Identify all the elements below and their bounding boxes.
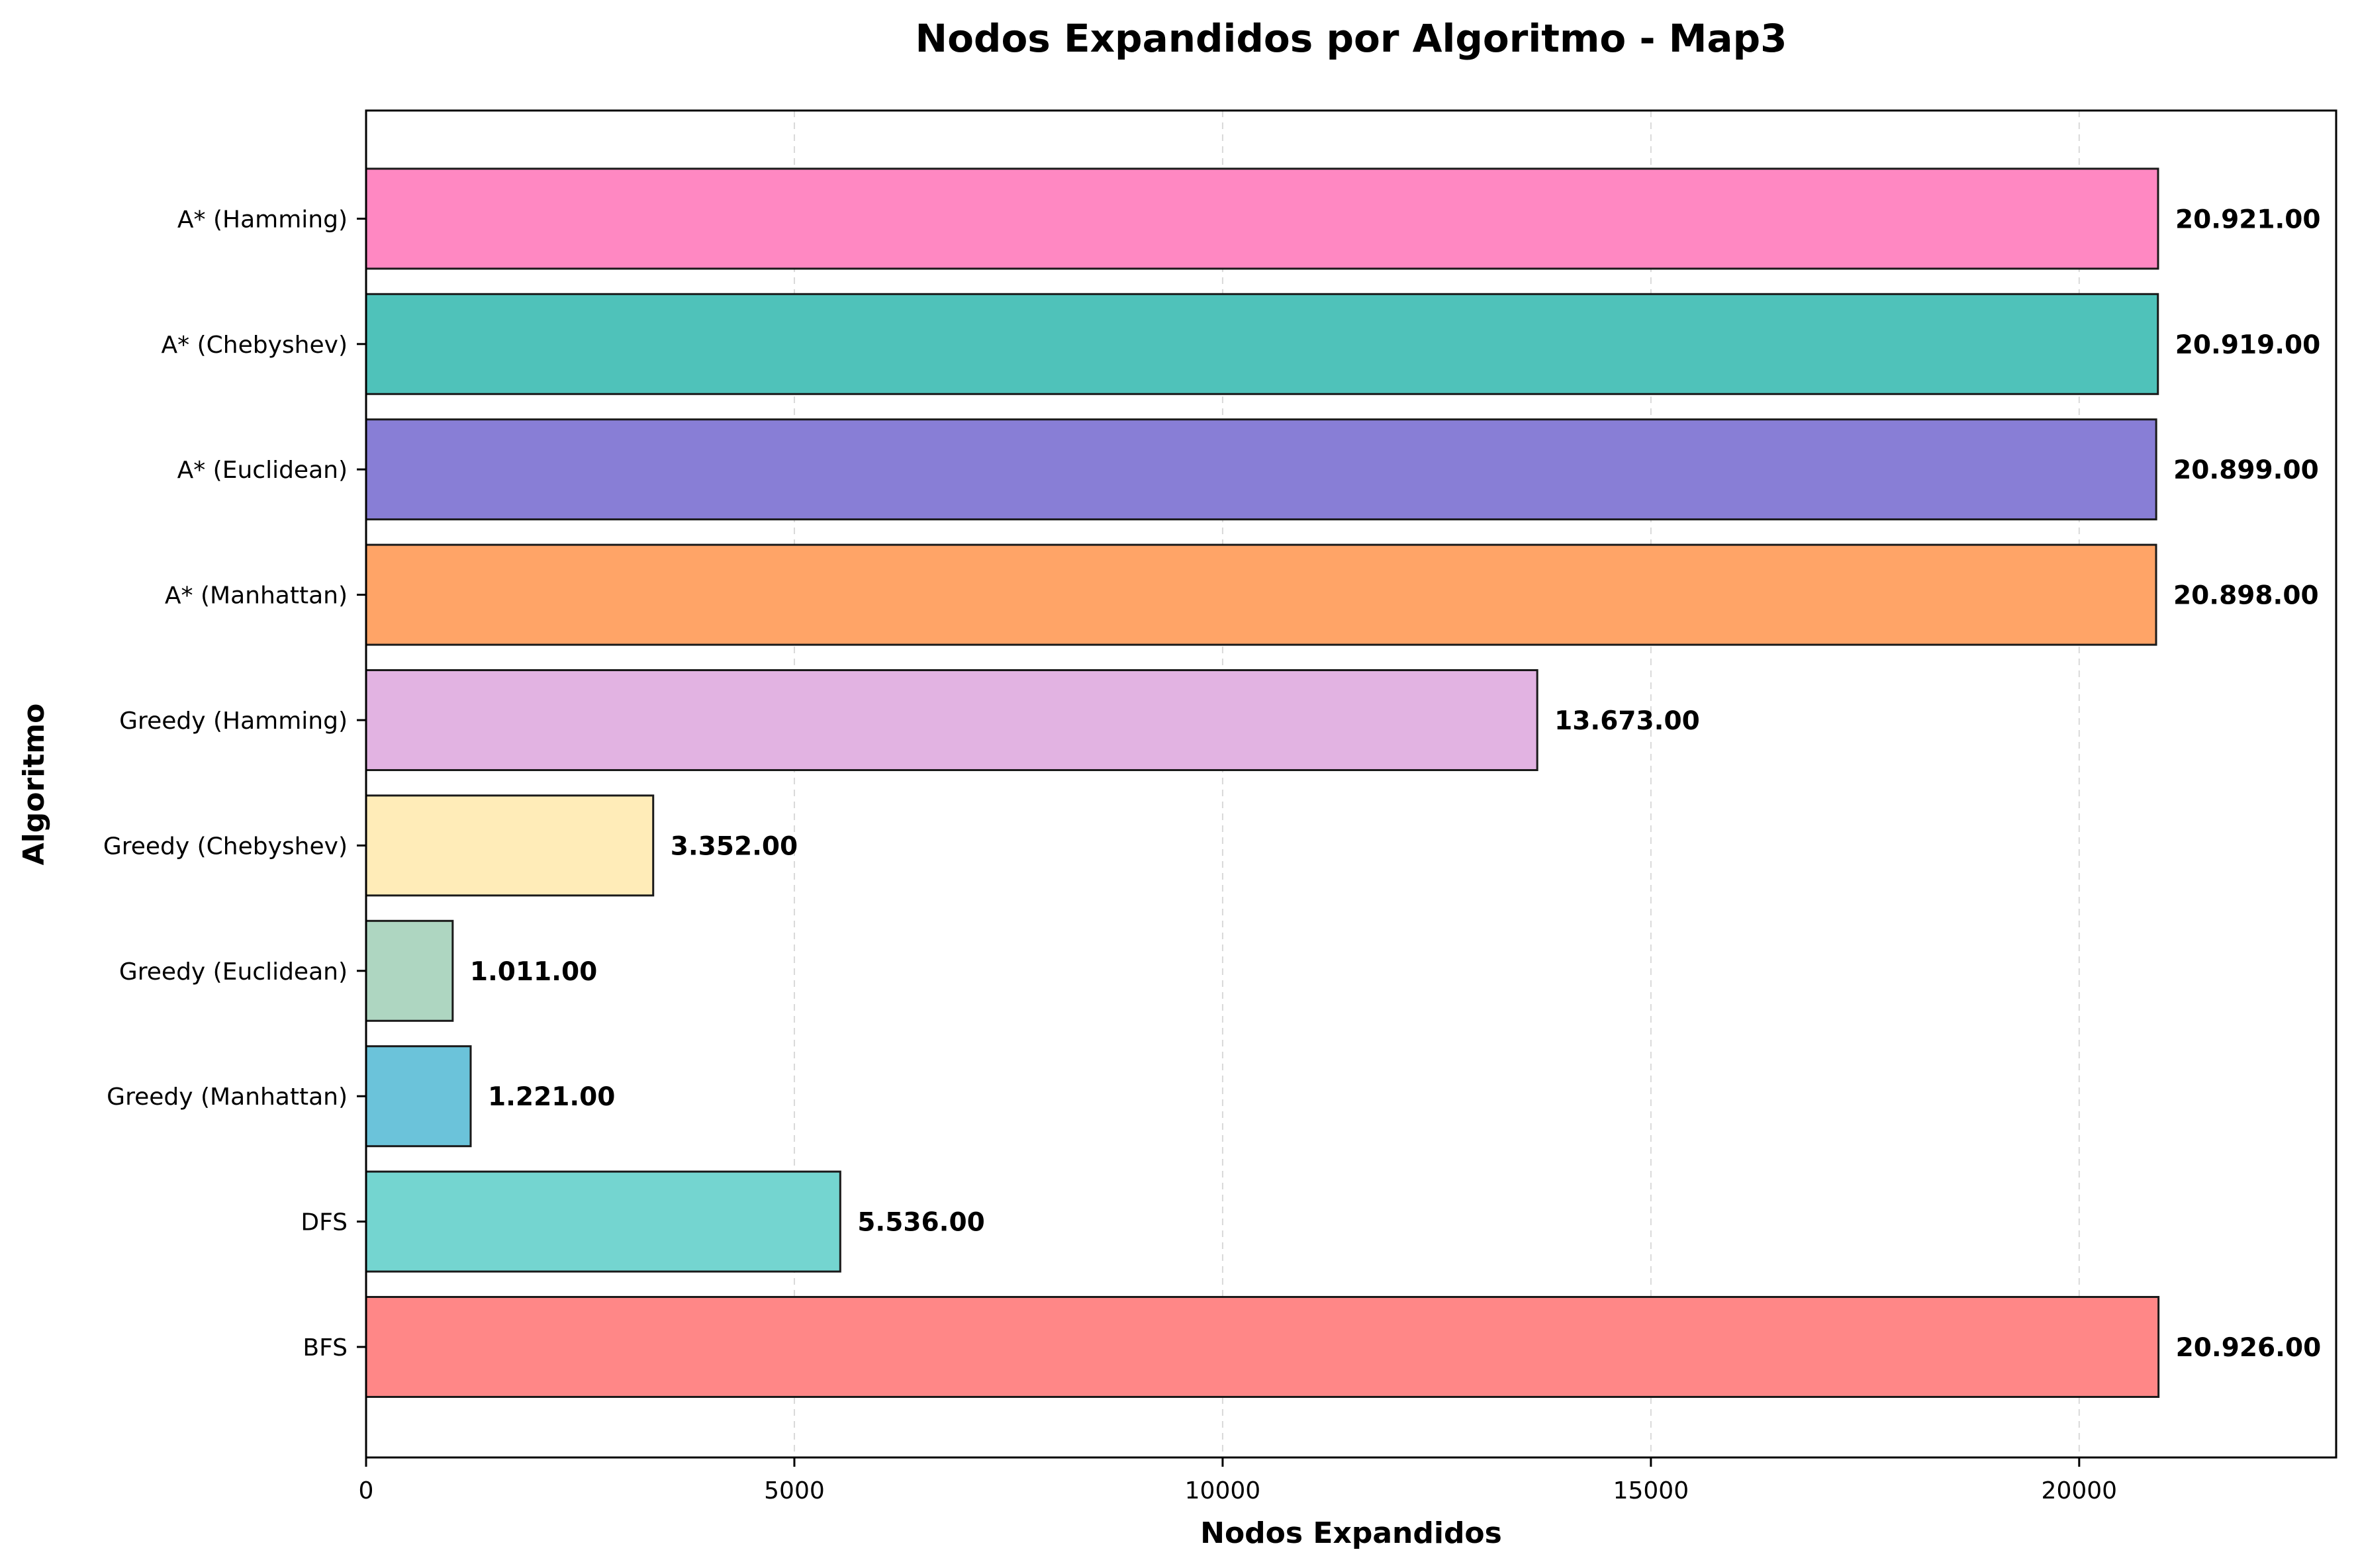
bar xyxy=(365,418,2157,521)
bar-value-label: 3.352.00 xyxy=(671,831,798,861)
bar xyxy=(365,1045,472,1148)
bar-value-label: 20.919.00 xyxy=(2175,330,2321,360)
y-tick-label: A* (Chebyshev) xyxy=(162,332,348,359)
x-tick-label: 20000 xyxy=(2042,1477,2118,1504)
x-axis-label: Nodos Expandidos xyxy=(1200,1516,1502,1550)
y-axis: BFS DFS Greedy (Manhattan) Greedy (Euclidea… xyxy=(103,206,366,1361)
bar xyxy=(365,167,2159,270)
y-tick-label: Greedy (Euclidean) xyxy=(119,958,348,986)
y-tick-label: A* (Hamming) xyxy=(177,206,348,233)
bar-value-label: 1.221.00 xyxy=(488,1082,615,1112)
bar xyxy=(365,669,1538,771)
y-axis-label: Algoritmo xyxy=(17,704,51,866)
y-tick-label: A* (Manhattan) xyxy=(165,582,348,610)
y-tick-label: Greedy (Chebyshev) xyxy=(103,833,348,860)
x-tick-label: 5000 xyxy=(764,1477,825,1504)
y-tick-label: A* (Euclidean) xyxy=(177,457,348,484)
bar-value-label: 13.673.00 xyxy=(1554,706,1700,736)
x-tick-label: 15000 xyxy=(1613,1477,1689,1504)
y-tick-label: BFS xyxy=(303,1334,348,1361)
bar xyxy=(365,543,2157,646)
bar-value-label: 1.011.00 xyxy=(470,957,597,987)
value-labels: 20.926.00 5.536.00 1.221.00 1.011.00 3.352.0… xyxy=(470,205,2321,1363)
bar xyxy=(365,293,2159,395)
bar xyxy=(365,919,454,1022)
y-tick-label: Greedy (Hamming) xyxy=(119,708,348,735)
y-tick-label: DFS xyxy=(301,1209,348,1236)
chart-title: Nodos Expandidos por Algoritmo - Map3 xyxy=(916,16,1787,61)
x-tick-label: 10000 xyxy=(1185,1477,1261,1504)
bars xyxy=(365,167,2160,1398)
bar-value-label: 5.536.00 xyxy=(857,1208,984,1238)
bar-value-label: 20.921.00 xyxy=(2175,205,2321,234)
x-axis: 0 5000 10000 15000 20000 xyxy=(359,1457,2118,1504)
bar-value-label: 20.926.00 xyxy=(2176,1333,2322,1363)
bar xyxy=(365,1296,2160,1398)
plot-frame xyxy=(365,109,2337,1459)
bar xyxy=(365,1170,841,1273)
y-tick-label: Greedy (Manhattan) xyxy=(107,1084,348,1111)
x-tick-label: 0 xyxy=(359,1477,374,1504)
bar xyxy=(365,794,655,897)
bar-value-label: 20.898.00 xyxy=(2173,581,2319,611)
bar-value-label: 20.899.00 xyxy=(2173,455,2319,485)
